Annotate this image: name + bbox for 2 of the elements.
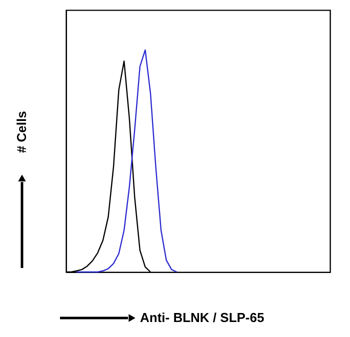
x-axis-title: Anti- BLNK / SLP-65: [140, 310, 264, 325]
y-axis-title: # Cells: [14, 111, 29, 153]
